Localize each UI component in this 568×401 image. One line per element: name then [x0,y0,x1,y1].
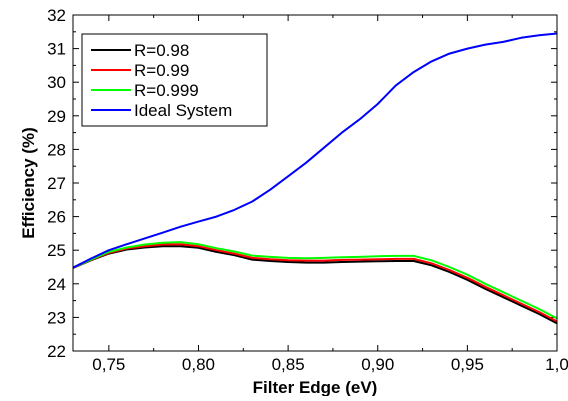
x-tick-label: 1,0 [545,355,568,374]
series-line-ideal-system [72,32,558,269]
x-tick-label: 0,95 [451,355,484,374]
y-tick-label: 27 [47,174,66,193]
y-tick-label: 24 [47,275,66,294]
series-layer [72,32,558,325]
series-line-r-0-99 [72,243,558,323]
y-tick-label: 29 [47,107,66,126]
legend-label: R=0.99 [134,61,189,80]
y-tick-label: 22 [47,342,66,361]
y-tick-label: 26 [47,208,66,227]
y-axis-title: Efficiency (%) [19,127,38,238]
x-tick-label: 0,75 [92,355,125,374]
y-tick-label: 32 [47,6,66,25]
y-tick-label: 25 [47,241,66,260]
y-tick-label: 31 [47,40,66,59]
legend-label: R=0.999 [134,81,199,100]
legend-label: R=0.98 [134,41,189,60]
y-tick-label: 23 [47,308,66,327]
axes-layer: 22 23 24 25 26 27 28 29 30 31 32 0,75 0,80 0,85 0,90 0,… [47,6,568,374]
x-axis-title: Filter Edge (eV) [253,378,378,396]
frame-layer [72,14,558,352]
plot-frame [72,14,558,352]
series-line-r-0-98 [72,245,558,325]
x-tick-label: 0,90 [361,355,394,374]
y-tick-label: 30 [47,73,66,92]
series-line-r-0-999 [72,241,558,320]
x-tick-label: 0,85 [272,355,305,374]
legend-label: Ideal System [134,101,232,120]
x-tick-label: 0,80 [182,355,215,374]
y-tick-label: 28 [47,140,66,159]
